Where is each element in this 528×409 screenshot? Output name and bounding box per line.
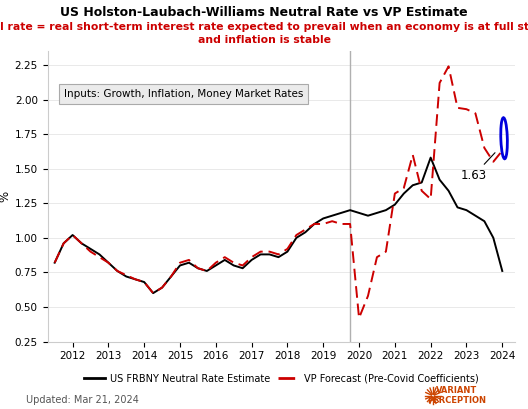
Text: Updated: Mar 21, 2024: Updated: Mar 21, 2024 (26, 395, 139, 405)
Text: Neutral rate = real short-term interest rate expected to prevail when an economy: Neutral rate = real short-term interest … (0, 22, 528, 45)
Text: VARIANT
PERCEPTION: VARIANT PERCEPTION (427, 386, 486, 405)
Y-axis label: %: % (0, 191, 12, 202)
Text: US Holston-Laubach-Williams Neutral Rate vs VP Estimate: US Holston-Laubach-Williams Neutral Rate… (60, 6, 468, 19)
Text: 1.63: 1.63 (460, 153, 495, 182)
Legend: US FRBNY Neutral Rate Estimate, VP Forecast (Pre-Covid Coefficients): US FRBNY Neutral Rate Estimate, VP Forec… (80, 370, 483, 387)
Text: Inputs: Growth, Inflation, Money Market Rates: Inputs: Growth, Inflation, Money Market … (64, 89, 303, 99)
